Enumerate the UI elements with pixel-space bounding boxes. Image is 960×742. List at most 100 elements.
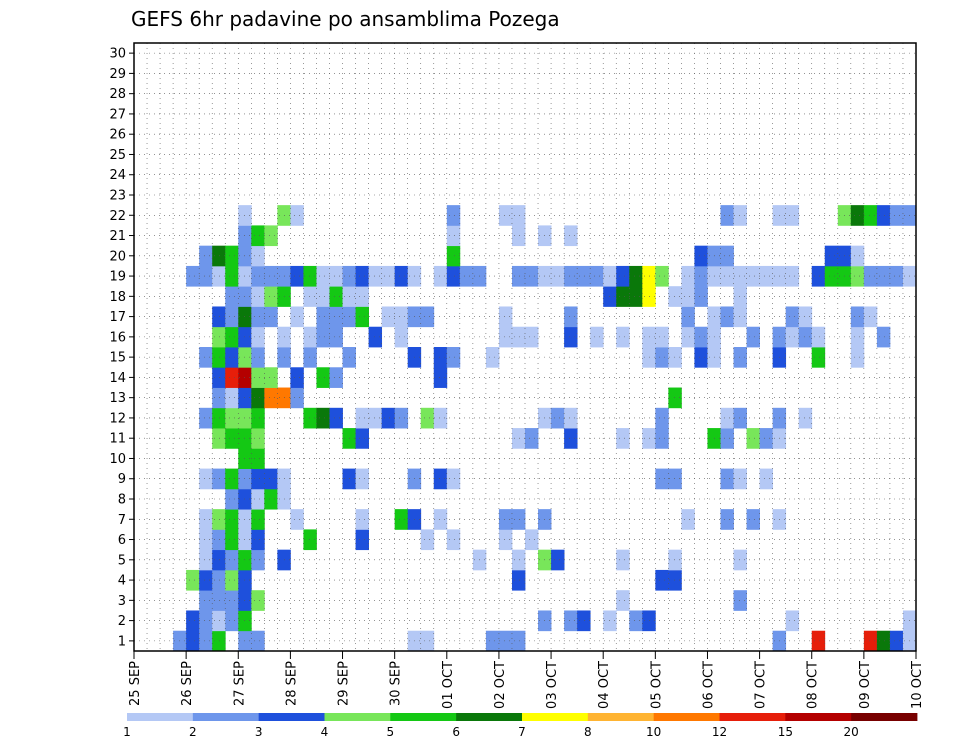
heatmap-cell	[655, 407, 669, 429]
x-tick-label: 07 OCT	[754, 661, 769, 709]
heatmap-cell	[681, 265, 695, 287]
heatmap-cell	[616, 549, 630, 571]
heatmap-cell	[368, 326, 383, 348]
heatmap-cell	[225, 610, 239, 632]
heatmap-cell	[251, 245, 265, 267]
heatmap-cell	[212, 367, 226, 388]
y-tick-label: 26	[109, 128, 126, 143]
y-axis: 1234567891011121314151617181920212223242…	[109, 47, 134, 649]
heatmap-cell	[824, 265, 839, 287]
y-tick-label: 11	[109, 432, 126, 447]
heatmap-cell	[694, 326, 708, 348]
chart-title: GEFS 6hr padavine po ansamblima Pozega	[131, 7, 560, 31]
heatmap-cell	[733, 407, 747, 429]
heatmap-cell	[694, 265, 708, 287]
y-tick-label: 30	[109, 47, 126, 62]
heatmap-cell	[733, 286, 747, 307]
heatmap-cell	[655, 265, 669, 287]
heatmap-cell	[629, 286, 643, 307]
heatmap-cell	[811, 326, 826, 348]
heatmap-cell	[251, 468, 265, 490]
heatmap-cell	[446, 245, 461, 267]
heatmap-cell	[225, 286, 239, 307]
heatmap-cell	[290, 367, 304, 388]
x-tick-label: 26 SEP	[180, 661, 195, 706]
heatmap-cell	[264, 286, 278, 307]
heatmap-cell	[511, 549, 526, 571]
heatmap-cell	[199, 245, 213, 267]
heatmap-cell	[394, 509, 409, 530]
x-tick-label: 28 SEP	[284, 661, 299, 706]
heatmap-cell	[629, 610, 643, 632]
heatmap-cell	[186, 265, 200, 287]
y-tick-label: 17	[109, 310, 126, 325]
heatmap-cell	[485, 347, 500, 368]
y-tick-label: 13	[109, 391, 126, 406]
heatmap-cell	[329, 286, 343, 307]
heatmap-cell	[511, 630, 526, 652]
heatmap-cell	[498, 630, 513, 652]
heatmap-cell	[212, 549, 226, 571]
heatmap-cell	[290, 205, 304, 226]
heatmap-cell	[850, 326, 865, 348]
heatmap-cell	[199, 529, 213, 551]
y-tick-label: 23	[109, 189, 126, 204]
x-tick-label: 09 OCT	[858, 661, 873, 709]
heatmap-cell	[212, 347, 226, 368]
heatmap-cell	[303, 347, 317, 368]
heatmap-cell	[225, 326, 239, 348]
heatmap-cell	[199, 569, 213, 591]
x-tick-label: 29 SEP	[337, 661, 352, 706]
heatmap-cell	[199, 509, 213, 530]
heatmap-cell	[251, 448, 265, 469]
heatmap-cell	[746, 509, 760, 530]
heatmap-cell	[551, 265, 565, 287]
heatmap-cell	[498, 326, 513, 348]
heatmap-cell	[355, 509, 369, 530]
heatmap-cell	[420, 630, 435, 652]
x-axis: 25 SEP 26 SEP 27 SEP 28 SEP 29 SEP 30 SEP 01 O…	[128, 651, 925, 709]
heatmap-cell	[355, 428, 369, 449]
heatmap-cell	[251, 509, 265, 530]
heatmap-cell	[199, 468, 213, 490]
heatmap-cell	[850, 245, 865, 267]
heatmap-cell	[290, 306, 304, 328]
heatmap-cell	[290, 509, 304, 530]
heatmap-cell	[733, 306, 747, 328]
heatmap-cell	[212, 387, 226, 409]
heatmap-cell	[681, 286, 695, 307]
heatmap-cell	[785, 610, 800, 632]
heatmap-cell	[225, 367, 239, 388]
y-tick-label: 20	[109, 249, 126, 264]
heatmap-cell	[655, 468, 669, 490]
heatmap-cell	[264, 488, 278, 510]
heatmap-cell	[511, 265, 526, 287]
heatmap-cell	[433, 347, 448, 368]
heatmap-cell	[381, 306, 396, 328]
colorbar-segment	[258, 713, 325, 721]
heatmap-cell	[746, 265, 760, 287]
heatmap-cell	[212, 509, 226, 530]
grid	[134, 43, 916, 651]
colorbar-label: 3	[255, 725, 263, 739]
x-tick-label: 01 OCT	[441, 661, 456, 709]
heatmap-cell	[720, 468, 734, 490]
y-tick-label: 19	[109, 270, 126, 285]
colorbar-segment	[390, 713, 457, 721]
heatmap-cell	[212, 590, 226, 611]
x-tick-label: 08 OCT	[806, 661, 821, 709]
heatmap-cell	[225, 265, 239, 287]
y-tick-label: 25	[109, 148, 126, 163]
heatmap-cell	[251, 529, 265, 551]
y-tick-label: 12	[109, 411, 126, 426]
heatmap-cell	[433, 407, 448, 429]
heatmap-cell	[681, 326, 695, 348]
heatmap-cell	[329, 367, 343, 388]
colorbar-label: 15	[778, 725, 793, 739]
heatmap-cell	[759, 265, 774, 287]
heatmap-cell	[616, 326, 630, 348]
heatmap-cell	[225, 306, 239, 328]
heatmap-cell	[212, 407, 226, 429]
heatmap-cells	[173, 205, 917, 652]
colorbar-segment	[719, 713, 786, 721]
